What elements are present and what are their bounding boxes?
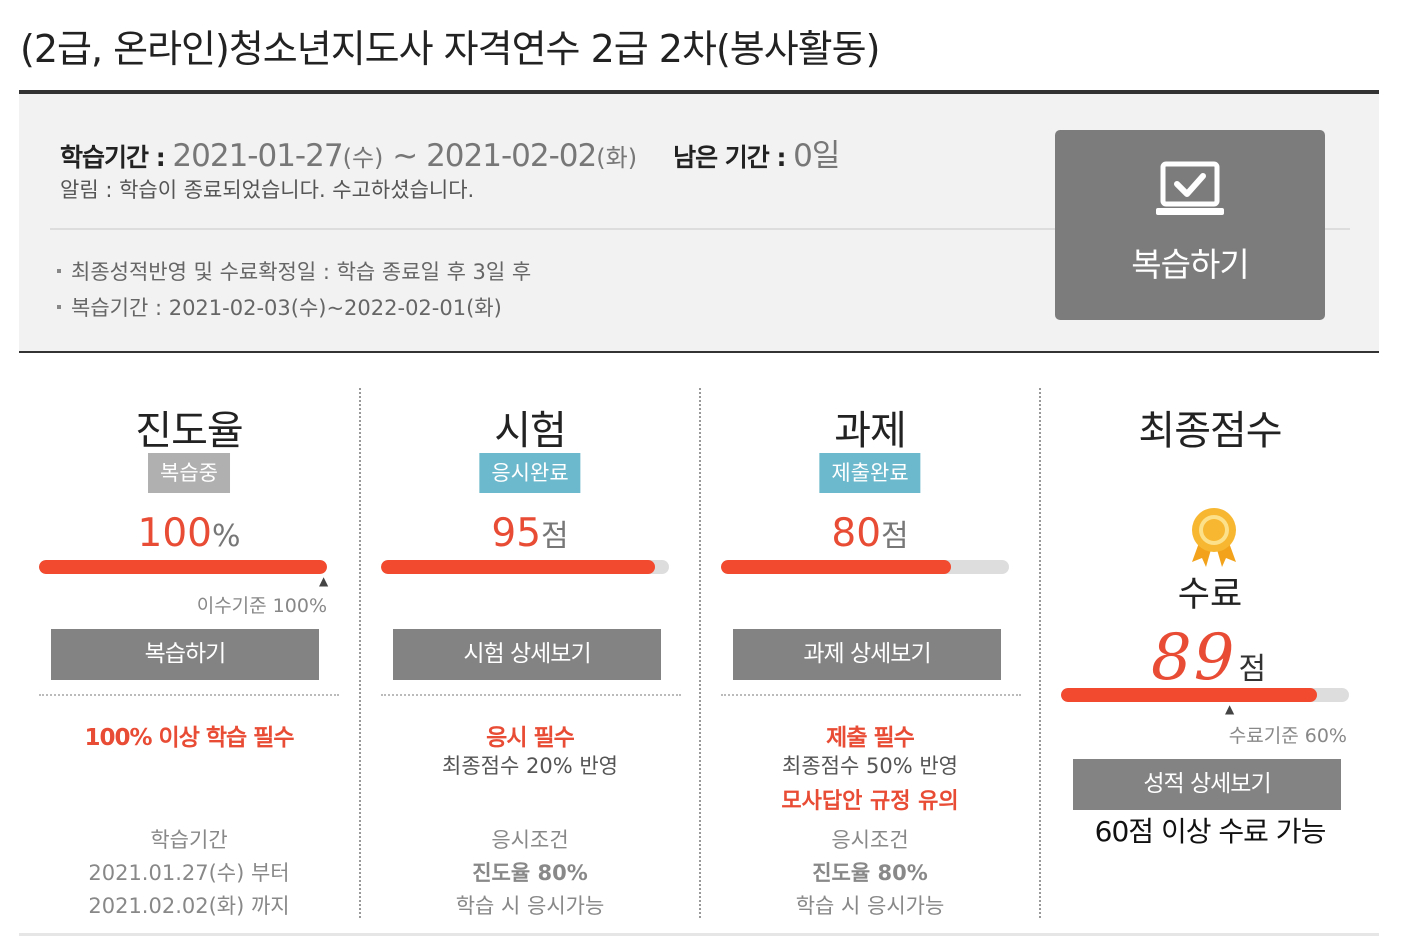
review-main-label: 복습하기 [1131,245,1249,284]
final-unit: 점 [1238,652,1267,687]
assignment-detail-button[interactable]: 과제 상세보기 [733,629,1001,680]
column-divider [721,694,1021,696]
progress-period-title: 학습기간 [150,828,228,852]
bullet-item: 복습기간 : 2021-02-03(수)~2022-02-01(화) [57,290,531,326]
info-divider [50,228,1350,230]
assignment-cond-value: 진도율 80% [812,861,928,885]
progress-title: 진도율 [135,408,243,454]
remaining-value: 0일 [793,138,840,174]
course-info-panel: 학습기간 : 2021-01-27(수) ~ 2021-02-02(화) 남은 기… [19,94,1379,353]
study-period-end-day: (화) [596,144,638,172]
exam-bar-fill [381,560,655,574]
exam-title: 시험 [494,408,567,454]
exam-value: 95 [491,511,542,556]
assignment-value: 80 [831,511,882,556]
progress-status-badge: 복습중 [148,453,230,493]
final-pass-note: 60점 이상 수료 가능 [1094,815,1327,848]
final-bar-fill [1061,688,1318,702]
assignment-title: 과제 [834,408,907,454]
progress-period-to: 2021.02.02(화) 까지 [88,894,290,918]
assignment-unit: 점 [881,519,909,554]
progress-column: 진도율 복습중 100% ▲ 이수기준 100% 복습하기 100% 이상 학습… [19,388,359,918]
assignment-warning: 모사답안 규정 유의 [781,789,959,814]
assignment-bar [721,560,1009,574]
exam-detail-button[interactable]: 시험 상세보기 [393,629,661,680]
notice-text: 알림 : 학습이 종료되었습니다. 수고하셨습니다. [60,178,475,202]
assignment-requirement: 제출 필수 [826,725,915,751]
exam-bar [381,560,669,574]
final-score-column: 최종점수 수료 89점 ▲ 수료기준 60% 성적 상세보기 60점 이상 수료… [1039,388,1379,918]
exam-cond-title: 응시조건 [491,828,569,852]
progress-bar [39,560,327,574]
study-period-start: 2021-01-27 [172,138,343,174]
page-title: (2급, 온라인)청소년지도사 자격연수 2급 2차(봉사활동) [20,27,880,71]
exam-cond-value: 진도율 80% [472,861,588,885]
exam-requirement: 응시 필수 [486,725,575,751]
final-status: 수료 [1177,575,1243,615]
exam-score: 95점 [361,511,699,556]
assignment-reflect: 최종점수 50% 반영 [782,754,958,778]
final-bar [1061,688,1349,702]
bottom-divider [19,933,1379,936]
grade-detail-button[interactable]: 성적 상세보기 [1073,759,1341,810]
title-divider [19,90,1379,94]
final-criterion: 수료기준 60% [1228,725,1347,747]
progress-review-button[interactable]: 복습하기 [51,629,319,680]
study-period-label: 학습기간 : [60,143,173,172]
remaining-label: 남은 기간 : [673,143,794,172]
exam-status-badge: 응시완료 [479,453,581,493]
study-period-row: 학습기간 : 2021-01-27(수) ~ 2021-02-02(화) 남은 기… [60,130,840,175]
medal-icon [1192,508,1236,567]
progress-value: 100 [137,511,212,556]
progress-bar-fill [39,560,327,574]
final-title: 최종점수 [1138,408,1282,454]
bullet-item: 최종성적반영 및 수료확정일 : 학습 종료일 후 3일 후 [57,254,531,290]
exam-condition: 응시조건 진도율 80% 학습 시 응시가능 [361,824,699,923]
assignment-condition: 응시조건 진도율 80% 학습 시 응시가능 [701,824,1039,923]
study-period-start-day: (수) [342,144,384,172]
column-divider [381,694,681,696]
review-main-button[interactable]: 복습하기 [1055,130,1325,320]
assignment-status-badge: 제출완료 [819,453,921,493]
progress-period: 학습기간 2021.01.27(수) 부터 2021.02.02(화) 까지 [19,824,359,923]
progress-score: 100% [19,511,359,556]
progress-period-from: 2021.01.27(수) 부터 [88,861,290,885]
assignment-score: 80점 [701,511,1039,556]
exam-cond-note: 학습 시 응시가능 [455,894,605,918]
exam-unit: 점 [541,519,569,554]
assignment-cond-note: 학습 시 응시가능 [795,894,945,918]
laptop-check-icon [1156,161,1224,215]
final-value: 89 [1151,621,1237,695]
assignment-column: 과제 제출완료 80점 과제 상세보기 제출 필수 최종점수 50% 반영 모사… [699,388,1039,918]
info-bullets: 최종성적반영 및 수료확정일 : 학습 종료일 후 3일 후 복습기간 : 20… [57,254,531,326]
study-period-end: 2021-02-02 [426,138,597,174]
assignment-cond-title: 응시조건 [831,828,909,852]
final-score: 89점 [1151,621,1266,695]
exam-reflect: 최종점수 20% 반영 [442,754,618,778]
progress-unit: % [211,519,241,554]
triangle-marker-icon: ▲ [319,574,329,588]
exam-column: 시험 응시완료 95점 시험 상세보기 응시 필수 최종점수 20% 반영 응시… [359,388,699,918]
assignment-bar-fill [721,560,952,574]
study-period-sep: ~ [383,138,427,174]
progress-requirement: 100% 이상 학습 필수 [84,725,294,751]
triangle-marker-icon: ▲ [1225,702,1235,716]
progress-criterion: 이수기준 100% [196,595,327,617]
column-divider [39,694,339,696]
